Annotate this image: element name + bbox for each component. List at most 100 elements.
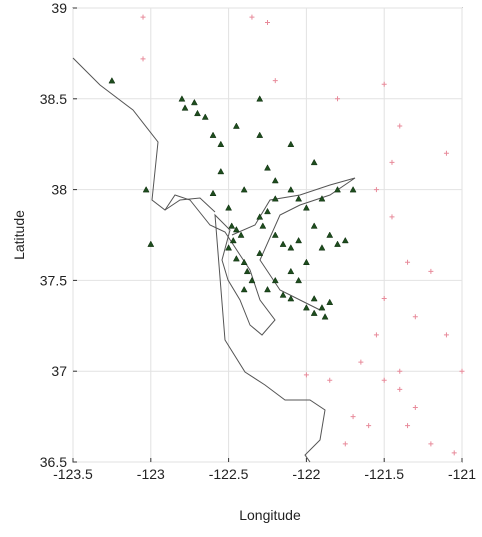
triangle-marker bbox=[302, 258, 310, 265]
triangle-marker bbox=[310, 309, 318, 316]
triangle-marker bbox=[287, 244, 295, 251]
triangle-marker bbox=[349, 186, 357, 193]
triangle-marker bbox=[287, 295, 295, 302]
triangle-marker bbox=[209, 189, 217, 196]
x-tick-label: -121.5 bbox=[364, 466, 404, 482]
plus-marker bbox=[381, 296, 387, 302]
plus-marker bbox=[412, 405, 418, 411]
triangle-marker bbox=[302, 204, 310, 211]
plus-marker bbox=[405, 259, 411, 265]
y-tick-label: 37 bbox=[51, 363, 67, 379]
plus-marker bbox=[381, 81, 387, 87]
plus-marker bbox=[140, 14, 146, 20]
plus-marker bbox=[389, 214, 395, 220]
triangle-marker bbox=[302, 304, 310, 311]
plot-frame bbox=[72, 7, 463, 463]
triangle-marker bbox=[341, 236, 349, 244]
triangle-marker bbox=[295, 236, 303, 244]
triangle-marker bbox=[225, 204, 233, 211]
y-tick-label: 37.5 bbox=[40, 272, 67, 288]
triangle-marker bbox=[232, 122, 240, 129]
points bbox=[108, 14, 465, 456]
grid bbox=[72, 7, 463, 463]
triangle-marker bbox=[178, 95, 186, 102]
triangle-marker bbox=[264, 164, 271, 171]
triangle-marker bbox=[108, 77, 116, 84]
x-axis-label: Longitude bbox=[239, 507, 301, 523]
triangle-marker bbox=[271, 276, 279, 284]
triangle-marker bbox=[318, 244, 326, 251]
triangle-marker bbox=[209, 131, 217, 138]
triangle-marker bbox=[240, 285, 248, 293]
triangle-marker bbox=[201, 113, 209, 120]
plus-marker bbox=[428, 268, 434, 274]
triangle-marker bbox=[256, 249, 264, 256]
plus-marker bbox=[350, 414, 356, 420]
triangle-marker bbox=[287, 267, 295, 275]
triangle-marker bbox=[287, 140, 295, 147]
triangle-marker bbox=[318, 304, 326, 311]
triangle-marker bbox=[228, 222, 236, 229]
delta-shore bbox=[164, 197, 216, 213]
plus-marker bbox=[428, 441, 434, 447]
triangle-marker bbox=[194, 109, 201, 117]
plus-marker bbox=[405, 423, 411, 429]
triangle-marker bbox=[321, 313, 329, 320]
triangle-marker bbox=[243, 267, 251, 275]
triangle-marker bbox=[264, 285, 271, 293]
triangle-marker bbox=[334, 240, 341, 247]
triangle-marker bbox=[240, 258, 248, 265]
x-tick-label: -123 bbox=[137, 466, 165, 482]
y-tick-label: 38 bbox=[51, 182, 67, 198]
triangle-marker bbox=[334, 186, 341, 193]
plus-marker bbox=[373, 332, 379, 338]
triangle-marker bbox=[287, 186, 295, 193]
coastline bbox=[72, 57, 326, 463]
plus-marker bbox=[342, 441, 348, 447]
plus-marker bbox=[335, 96, 341, 102]
x-tick-label: -121 bbox=[448, 466, 476, 482]
triangle-marker bbox=[256, 95, 264, 102]
plus-marker bbox=[358, 359, 364, 365]
x-tick-label: -123.5 bbox=[53, 466, 93, 482]
plus-marker bbox=[373, 187, 379, 193]
triangle-marker bbox=[240, 186, 248, 193]
triangle-marker bbox=[237, 231, 245, 238]
plus-marker bbox=[397, 386, 403, 392]
triangle-marker bbox=[225, 244, 233, 251]
plus-marker bbox=[140, 56, 146, 62]
triangle-marker bbox=[256, 131, 264, 138]
triangle-marker bbox=[295, 276, 303, 284]
plus-marker bbox=[272, 78, 278, 84]
triangle-marker bbox=[295, 195, 303, 202]
triangle-marker bbox=[271, 231, 279, 238]
triangle-marker bbox=[279, 240, 287, 247]
y-axis-label: Latitude bbox=[11, 210, 27, 260]
triangle-marker bbox=[271, 195, 279, 202]
triangle-marker bbox=[232, 226, 240, 233]
plus-marker bbox=[397, 368, 403, 374]
plus-marker bbox=[389, 159, 395, 165]
plus-marker bbox=[459, 368, 465, 374]
axes: -123.5 -123 -122.5 -122 -121.5 -121 36.5 37 37.5… bbox=[40, 0, 476, 482]
plus-marker bbox=[443, 150, 449, 156]
triangle-marker bbox=[318, 195, 326, 202]
triangle-marker bbox=[264, 207, 271, 215]
triangle-marker bbox=[310, 295, 318, 302]
plus-marker bbox=[397, 123, 403, 129]
plus-marker bbox=[412, 314, 418, 320]
triangle-marker bbox=[279, 291, 287, 298]
bay-shore bbox=[231, 177, 356, 311]
triangle-marker bbox=[259, 222, 267, 229]
triangle-marker bbox=[142, 186, 150, 193]
triangle-marker bbox=[271, 176, 279, 184]
triangle-marker bbox=[229, 236, 237, 244]
plus-marker bbox=[265, 20, 270, 26]
plus-marker bbox=[443, 332, 449, 338]
plus-marker bbox=[303, 372, 309, 378]
triangle-marker bbox=[256, 213, 264, 220]
y-tick-label: 38.5 bbox=[40, 91, 67, 107]
y-tick-label: 36.5 bbox=[40, 454, 67, 470]
triangle-marker bbox=[310, 222, 318, 229]
